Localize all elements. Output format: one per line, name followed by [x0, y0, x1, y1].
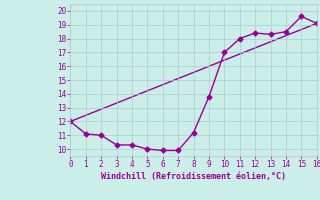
- X-axis label: Windchill (Refroidissement éolien,°C): Windchill (Refroidissement éolien,°C): [101, 172, 286, 181]
